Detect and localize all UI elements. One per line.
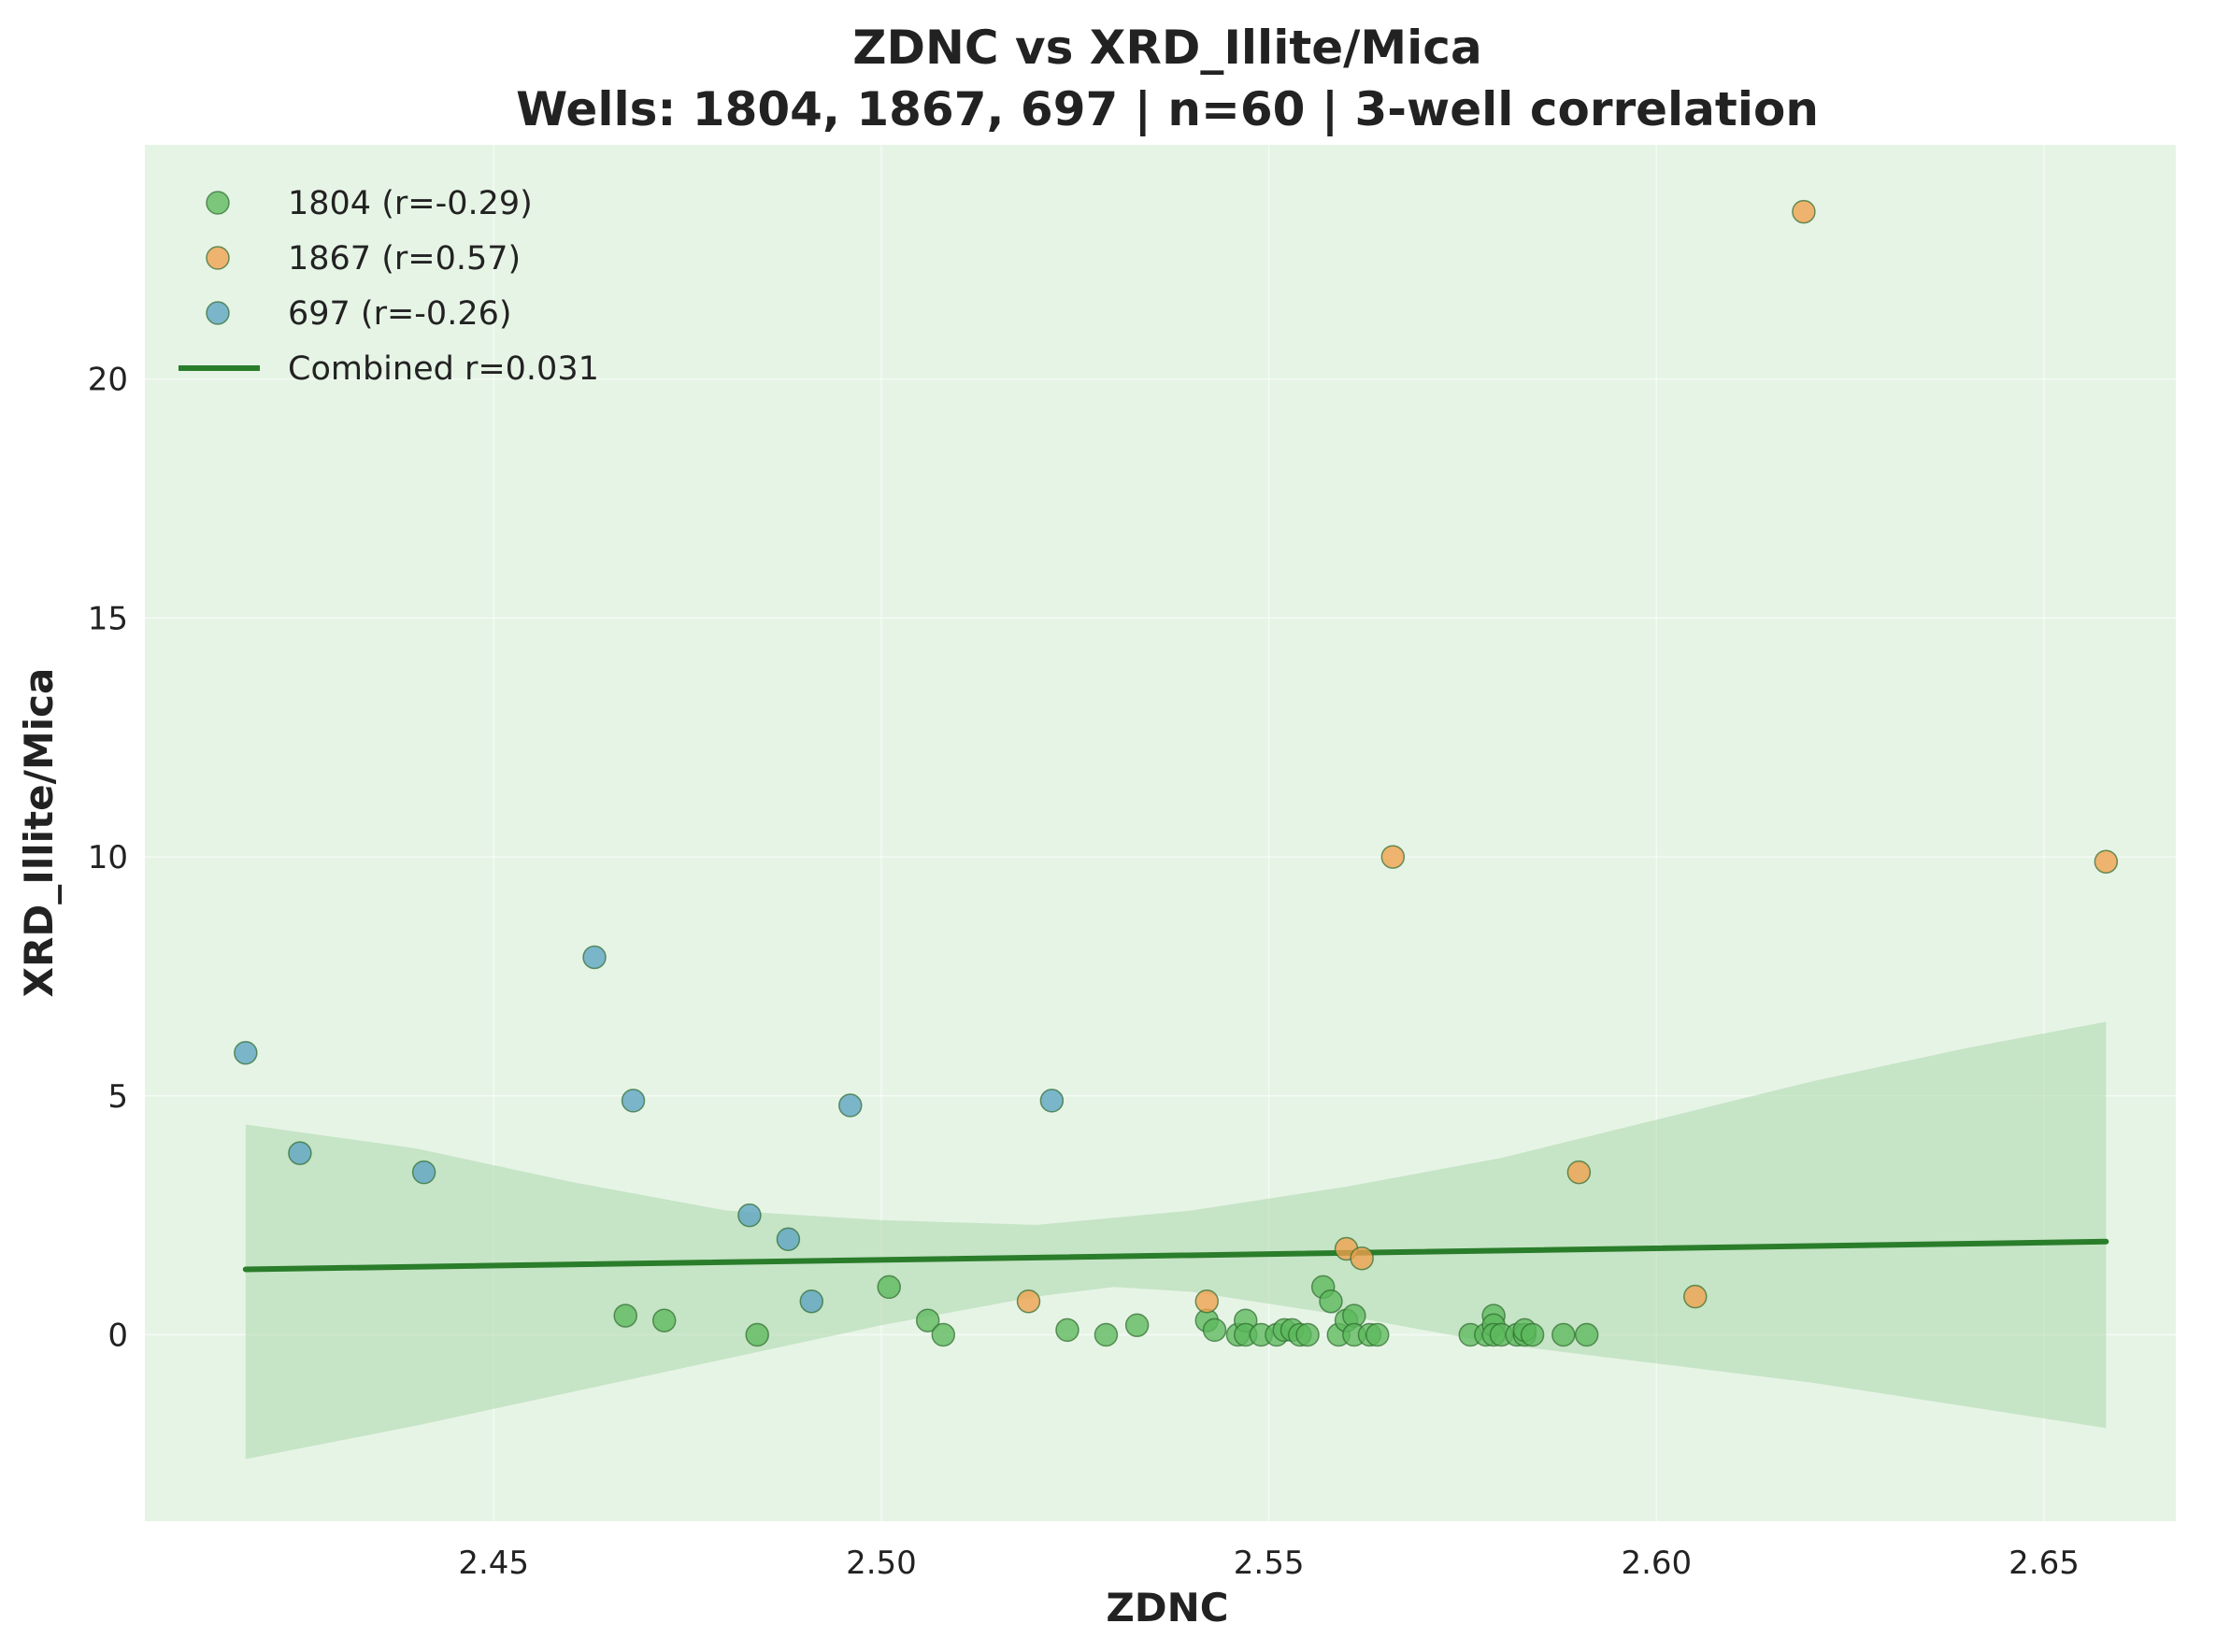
regression-line: [242, 1238, 2109, 1273]
point-1867: [1683, 1284, 1708, 1309]
point-1867: [1016, 1289, 1041, 1314]
legend-marker-1867: [206, 246, 230, 270]
regression-layer: [242, 1238, 2109, 1273]
legend-label-697: 697 (r=-0.26): [288, 295, 512, 333]
point-1804: [915, 1308, 940, 1332]
x-tick-label: 2.60: [1621, 1545, 1692, 1582]
point-1804: [1520, 1322, 1545, 1347]
y-tick-label: 5: [107, 1078, 128, 1116]
point-1804: [1365, 1322, 1390, 1347]
point-697: [737, 1203, 762, 1228]
y-axis-label: XRD_Illite/Mica: [16, 668, 62, 998]
legend-label-combined: Combined r=0.031: [288, 350, 599, 388]
plot-area: [145, 145, 2176, 1521]
point-1804: [1295, 1322, 1320, 1347]
x-tick-label: 2.65: [2009, 1545, 2080, 1582]
point-1867: [1380, 845, 1406, 869]
point-1867: [1350, 1246, 1374, 1271]
confidence-band-layer: [245, 1021, 2107, 1460]
point-1804: [1094, 1322, 1119, 1347]
legend-label-1867: 1867 (r=0.57): [288, 240, 521, 278]
point-697: [799, 1289, 824, 1314]
point-1804: [1551, 1322, 1576, 1347]
y-tick-label: 0: [107, 1317, 128, 1355]
grid: [145, 145, 2176, 1521]
point-1804: [1055, 1317, 1079, 1343]
point-1804: [1124, 1313, 1150, 1338]
chart-subtitle: Wells: 1804, 1867, 697 | n=60 | 3-well c…: [516, 82, 1819, 136]
chart-title: ZDNC vs XRD_Illite/Mica: [852, 21, 1481, 75]
x-tick-label: 2.50: [846, 1545, 917, 1582]
point-1804: [1319, 1289, 1343, 1314]
point-697: [288, 1141, 312, 1165]
x-axis-label: ZDNC: [1106, 1585, 1228, 1631]
point-1804: [745, 1322, 769, 1347]
x-tick-label: 2.45: [458, 1545, 529, 1582]
point-1804: [1202, 1317, 1227, 1343]
legend-marker-1804: [206, 191, 230, 215]
point-697: [837, 1093, 863, 1118]
point-1867: [1194, 1289, 1220, 1314]
points-layer: [234, 199, 2119, 1347]
point-697: [1039, 1089, 1065, 1113]
point-1804: [613, 1303, 637, 1328]
x-tick-label: 2.55: [1234, 1545, 1305, 1582]
point-1867: [1566, 1160, 1592, 1185]
point-697: [411, 1160, 436, 1185]
point-1804: [651, 1308, 677, 1332]
y-tick-label: 10: [88, 839, 128, 876]
y-tick-label: 20: [88, 362, 128, 399]
point-697: [582, 945, 607, 970]
legend-label-1804: 1804 (r=-0.29): [288, 185, 533, 222]
y-ticks: 0 5 10 15 20: [88, 362, 128, 1355]
point-1804: [1574, 1322, 1599, 1347]
point-1804: [877, 1275, 901, 1300]
point-1867: [2094, 849, 2119, 874]
confidence-band: [245, 1021, 2107, 1460]
point-697: [234, 1041, 258, 1065]
point-1804: [931, 1322, 956, 1347]
point-697: [776, 1227, 801, 1251]
legend: 1804 (r=-0.29) 1867 (r=0.57) 697 (r=-0.2…: [179, 185, 599, 388]
legend-marker-697: [206, 301, 230, 325]
y-tick-label: 15: [88, 600, 128, 637]
point-1867: [1792, 199, 1816, 224]
point-697: [621, 1089, 646, 1113]
x-ticks: 2.45 2.50 2.55 2.60 2.65: [458, 1545, 2079, 1582]
